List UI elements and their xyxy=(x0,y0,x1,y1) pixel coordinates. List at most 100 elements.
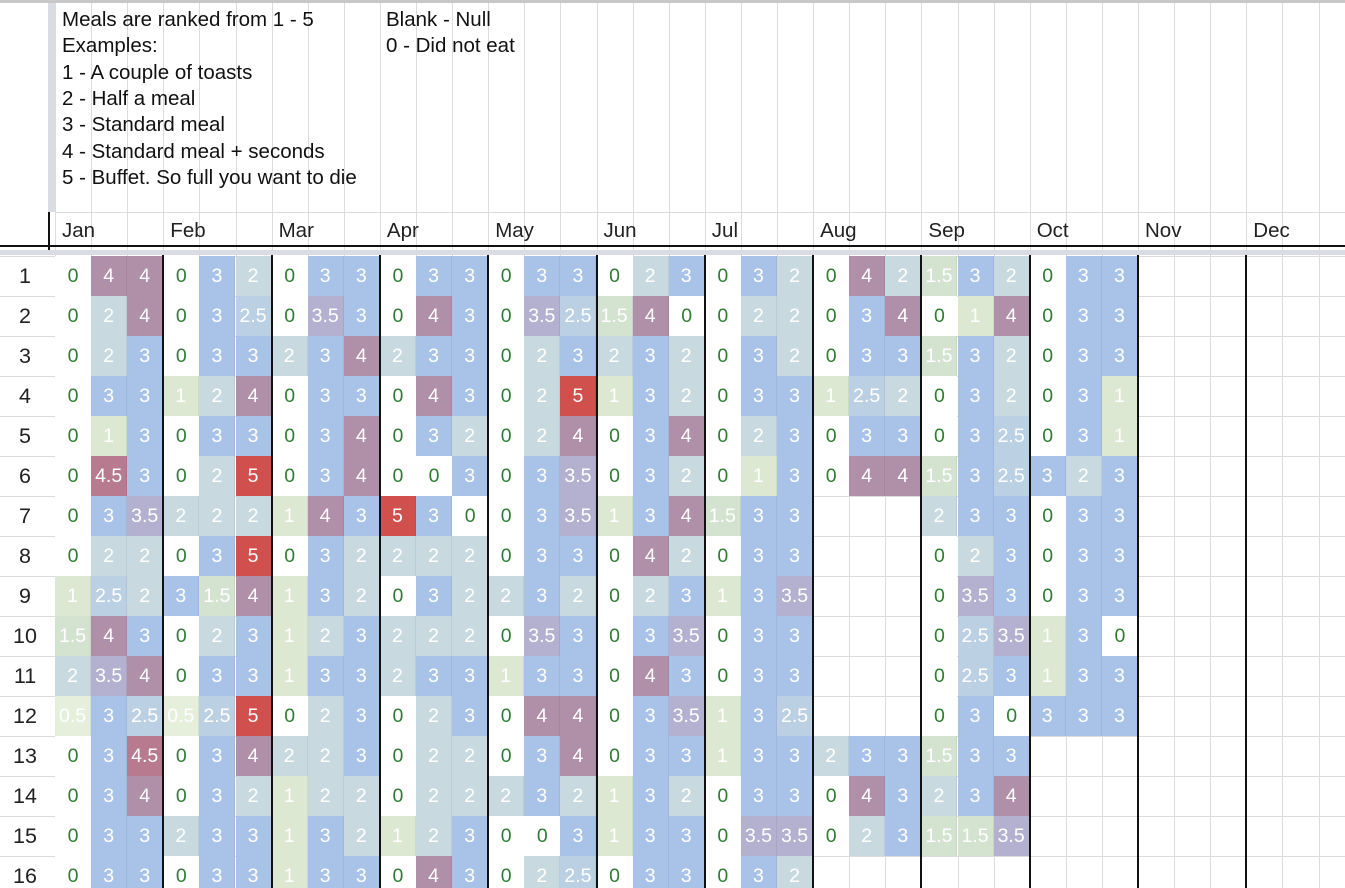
rating-cell[interactable]: 0 xyxy=(1029,496,1066,536)
rating-cell[interactable]: 0 xyxy=(596,456,633,496)
rating-cell[interactable]: 5 xyxy=(235,456,272,496)
rating-cell[interactable]: 3 xyxy=(740,336,777,376)
rating-cell[interactable]: 0 xyxy=(704,856,741,888)
row-number[interactable]: 6 xyxy=(19,464,31,488)
rating-cell[interactable]: 3 xyxy=(560,616,597,656)
rating-cell[interactable]: 2 xyxy=(307,776,344,816)
rating-cell[interactable]: 3 xyxy=(632,616,669,656)
rating-cell[interactable]: 2 xyxy=(885,376,922,416)
rating-cell[interactable]: 2 xyxy=(127,576,164,616)
rating-cell[interactable]: 4 xyxy=(560,416,597,456)
rating-cell[interactable]: 0 xyxy=(163,776,200,816)
rating-cell[interactable]: 3 xyxy=(1029,456,1066,496)
rating-cell[interactable]: 0 xyxy=(55,736,92,776)
rating-cell[interactable]: 4 xyxy=(127,776,164,816)
rating-cell[interactable]: 3 xyxy=(668,856,705,888)
rating-cell[interactable]: 0 xyxy=(813,816,850,856)
rating-cell[interactable]: 2 xyxy=(199,616,236,656)
rating-cell[interactable]: 3 xyxy=(1065,496,1102,536)
rating-cell[interactable]: 2 xyxy=(199,496,236,536)
rating-cell[interactable]: 0 xyxy=(55,296,92,336)
rating-cell[interactable]: 1 xyxy=(55,576,92,616)
rating-cell[interactable]: 4 xyxy=(885,456,922,496)
rating-cell[interactable]: 3 xyxy=(740,696,777,736)
rating-cell[interactable]: 3 xyxy=(957,736,994,776)
row-number[interactable]: 15 xyxy=(13,824,37,848)
rating-cell[interactable]: 0 xyxy=(379,296,416,336)
rating-cell[interactable]: 3 xyxy=(343,256,380,296)
rating-cell[interactable]: 3 xyxy=(452,336,489,376)
rating-cell[interactable]: 0 xyxy=(1101,616,1138,656)
rating-cell[interactable]: 0 xyxy=(596,856,633,888)
rating-cell[interactable]: 3 xyxy=(452,296,489,336)
rating-cell[interactable]: 2 xyxy=(91,336,128,376)
rating-cell[interactable]: 0 xyxy=(163,856,200,888)
rating-cell[interactable]: 2.5 xyxy=(235,296,272,336)
rating-cell[interactable]: 0 xyxy=(1029,536,1066,576)
rating-cell[interactable]: 3 xyxy=(632,696,669,736)
rating-cell[interactable]: 1 xyxy=(271,816,308,856)
rating-cell[interactable]: 3 xyxy=(1029,696,1066,736)
rating-cell[interactable]: 4 xyxy=(416,376,453,416)
rating-cell[interactable]: 3 xyxy=(740,656,777,696)
rating-cell[interactable]: 3 xyxy=(957,696,994,736)
rating-cell[interactable]: 2 xyxy=(1065,456,1102,496)
rating-cell[interactable]: 2 xyxy=(452,736,489,776)
rating-cell[interactable]: 0 xyxy=(379,736,416,776)
month-label-dec[interactable]: Dec xyxy=(1253,219,1290,242)
rating-cell[interactable]: 2 xyxy=(993,336,1030,376)
rating-cell[interactable]: 3 xyxy=(343,296,380,336)
rating-cell[interactable]: 3 xyxy=(668,256,705,296)
rating-cell[interactable]: 4 xyxy=(632,536,669,576)
rating-cell[interactable]: 3 xyxy=(668,576,705,616)
row-number[interactable]: 10 xyxy=(13,624,37,648)
rating-cell[interactable]: 0 xyxy=(55,536,92,576)
rating-cell[interactable]: 2 xyxy=(668,376,705,416)
rating-cell[interactable]: 3 xyxy=(957,776,994,816)
rating-cell[interactable]: 3 xyxy=(524,736,561,776)
rating-cell[interactable]: 3 xyxy=(740,616,777,656)
rating-cell[interactable]: 3.5 xyxy=(524,296,561,336)
rating-cell[interactable]: 3 xyxy=(1101,296,1138,336)
rating-cell[interactable]: 0 xyxy=(1029,296,1066,336)
rating-cell[interactable]: 4 xyxy=(993,776,1030,816)
rating-cell[interactable]: 0 xyxy=(813,296,850,336)
rating-cell[interactable]: 3 xyxy=(91,856,128,888)
rating-cell[interactable]: 3 xyxy=(416,416,453,456)
rating-cell[interactable]: 3 xyxy=(740,776,777,816)
rating-cell[interactable]: 3 xyxy=(1101,256,1138,296)
rating-cell[interactable]: 3 xyxy=(416,656,453,696)
rating-cell[interactable]: 3 xyxy=(452,256,489,296)
rating-cell[interactable]: 3 xyxy=(885,336,922,376)
rating-cell[interactable]: 2 xyxy=(632,256,669,296)
rating-cell[interactable]: 2.5 xyxy=(560,856,597,888)
rating-cell[interactable]: 3 xyxy=(1065,696,1102,736)
rating-cell[interactable]: 3 xyxy=(307,856,344,888)
rating-cell[interactable]: 2.5 xyxy=(849,376,886,416)
rating-cell[interactable]: 3 xyxy=(740,376,777,416)
rating-cell[interactable]: 0 xyxy=(55,416,92,456)
rating-cell[interactable]: 2 xyxy=(379,336,416,376)
rating-cell[interactable]: 4 xyxy=(235,376,272,416)
rating-cell[interactable]: 0 xyxy=(704,296,741,336)
rating-cell[interactable]: 3 xyxy=(957,496,994,536)
rating-cell[interactable]: 3 xyxy=(777,416,814,456)
rating-cell[interactable]: 0 xyxy=(704,656,741,696)
rating-cell[interactable]: 1 xyxy=(596,376,633,416)
rating-cell[interactable]: 4 xyxy=(560,696,597,736)
rating-cell[interactable]: 3 xyxy=(199,656,236,696)
row-number[interactable]: 1 xyxy=(19,264,31,288)
rating-cell[interactable]: 4 xyxy=(885,296,922,336)
rating-cell[interactable]: 3 xyxy=(668,656,705,696)
rating-cell[interactable]: 0 xyxy=(271,296,308,336)
rating-cell[interactable]: 3 xyxy=(524,496,561,536)
rating-cell[interactable]: 2 xyxy=(452,776,489,816)
rating-cell[interactable]: 3 xyxy=(343,736,380,776)
rating-cell[interactable]: 2.5 xyxy=(957,616,994,656)
rating-cell[interactable]: 4 xyxy=(343,336,380,376)
rating-cell[interactable]: 3 xyxy=(993,576,1030,616)
rating-cell[interactable]: 3 xyxy=(1101,576,1138,616)
rating-cell[interactable]: 2 xyxy=(343,536,380,576)
rating-cell[interactable]: 2 xyxy=(452,536,489,576)
